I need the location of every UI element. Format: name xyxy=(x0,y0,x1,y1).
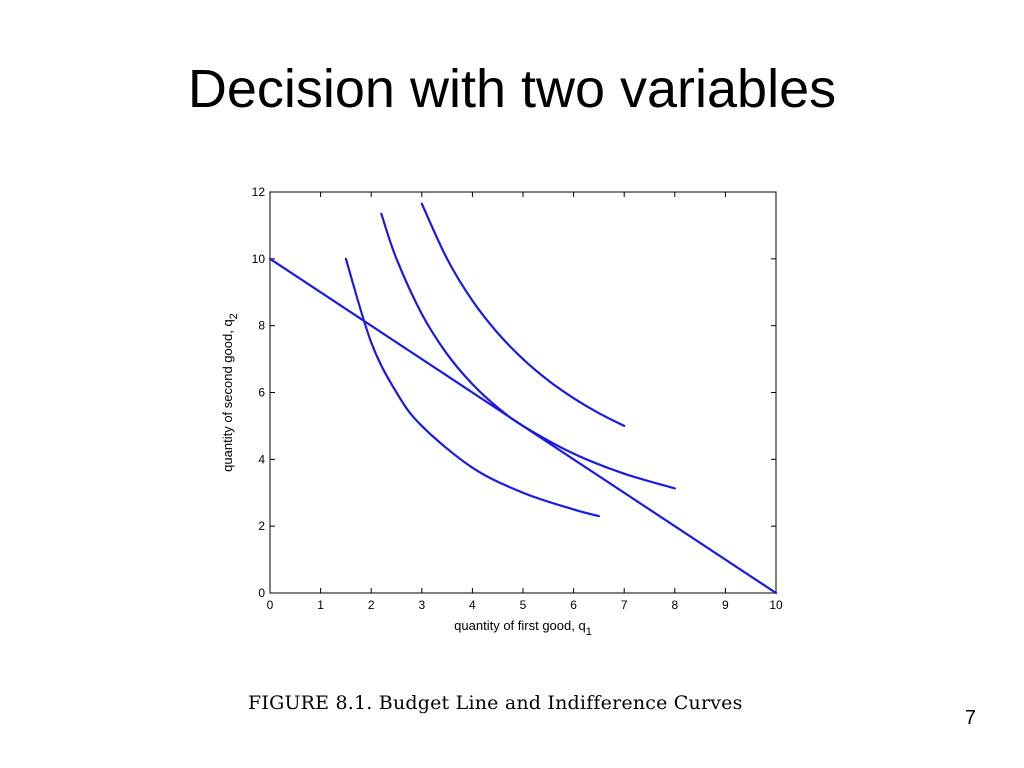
x-tick-label: 3 xyxy=(418,598,425,612)
y-tick-label: 6 xyxy=(258,386,265,400)
indifference-curve-2 xyxy=(380,212,676,490)
x-tick-label: 7 xyxy=(621,598,628,612)
x-tick-label: 2 xyxy=(368,598,375,612)
slide-title: Decision with two variables xyxy=(187,59,837,119)
y-axis-label: quantity of second good, q2 xyxy=(220,313,240,472)
y-tick-label: 0 xyxy=(258,586,265,600)
indifference-curve-1 xyxy=(344,257,600,518)
y-tick-label: 2 xyxy=(258,519,265,533)
y-axis-label-subscript: 2 xyxy=(228,313,240,319)
indifference-curve-3 xyxy=(420,202,626,428)
x-tick-label: 10 xyxy=(769,598,783,612)
plot-frame xyxy=(269,191,777,594)
y-axis-label-text: quantity of second good, q xyxy=(220,319,235,472)
y-tick-label: 10 xyxy=(252,252,266,266)
page-number: 7 xyxy=(964,707,976,729)
x-axis-label-text: quantity of first good, q xyxy=(454,618,586,633)
x-tick-label: 6 xyxy=(570,598,577,612)
x-axis-label-subscript: 1 xyxy=(586,626,592,638)
y-tick-label: 8 xyxy=(258,319,265,333)
y-tick-label: 12 xyxy=(252,185,266,199)
figure-caption: FIGURE 8.1. Budget Line and Indifference… xyxy=(248,692,743,714)
x-tick-label: 9 xyxy=(722,598,729,612)
x-tick-label: 0 xyxy=(267,598,274,612)
x-tick-label: 5 xyxy=(520,598,527,612)
x-tick-label: 4 xyxy=(469,598,476,612)
x-axis-label: quantity of first good, q1 xyxy=(454,618,592,638)
y-tick-label: 4 xyxy=(258,452,265,466)
x-tick-label: 1 xyxy=(317,598,324,612)
x-tick-label: 8 xyxy=(671,598,678,612)
